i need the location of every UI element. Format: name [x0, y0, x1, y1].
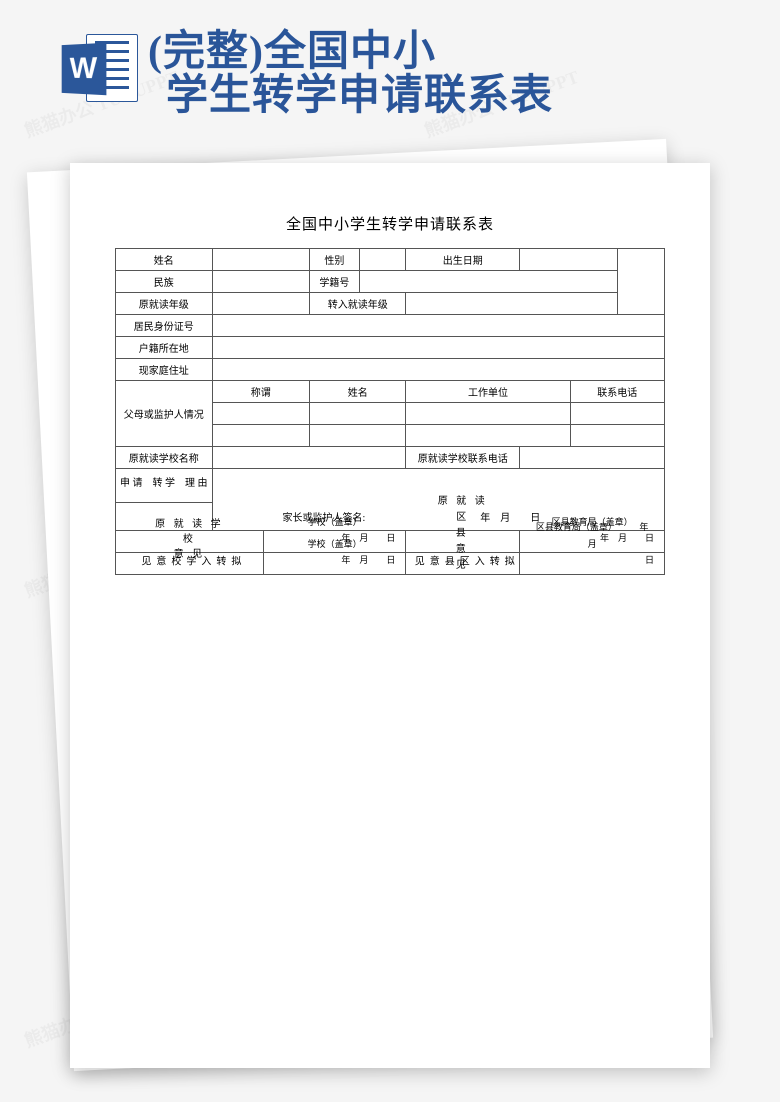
word-icon: W — [60, 30, 138, 108]
table-row: 民族 学籍号 — [116, 271, 665, 293]
stamp-school: 学校（盖章） — [274, 536, 395, 552]
field-g2-work[interactable] — [406, 425, 570, 447]
table-row: 原就读年级 转入就读年级 — [116, 293, 665, 315]
field-name[interactable] — [212, 249, 310, 271]
field-g1-name[interactable] — [310, 403, 406, 425]
field-g2-name[interactable] — [310, 425, 406, 447]
field-gender[interactable] — [359, 249, 406, 271]
field-hukou[interactable] — [212, 337, 665, 359]
label-id-no: 居民身份证号 — [116, 315, 213, 337]
table-row: 原就读学校名称 原就读学校联系电话 — [116, 447, 665, 469]
field-orig-grade[interactable] — [212, 293, 310, 315]
label-orig-school: 原就读学校名称 — [116, 447, 213, 469]
field-orig-school[interactable] — [212, 447, 406, 469]
table-row: 父母或监护人情况 称谓 姓名 工作单位 联系电话 — [116, 381, 665, 403]
label-orig-grade: 原就读年级 — [116, 293, 213, 315]
photo-box[interactable] — [617, 249, 664, 315]
field-student-no[interactable] — [359, 271, 617, 293]
label-guardian: 父母或监护人情况 — [116, 381, 213, 447]
form-title: 全国中小学生转学申请联系表 — [115, 213, 665, 234]
table-row: 户籍所在地 — [116, 337, 665, 359]
opinion-new-district[interactable]: 拟转入区县意见 — [406, 553, 520, 575]
field-g2-relation[interactable] — [212, 425, 310, 447]
label-g-work: 工作单位 — [406, 381, 570, 403]
field-ethnicity[interactable] — [212, 271, 310, 293]
op3-label: 拟转入学校意见 — [137, 555, 242, 570]
date-line: 年 月 日 — [274, 552, 395, 568]
table-row: 拟转入学校意见 学校（盖章） 年 月 日 拟转入区县意见 区县教育局（盖章） 年… — [116, 553, 665, 575]
label-g-relation: 称谓 — [212, 381, 310, 403]
word-icon-letter: W — [62, 43, 107, 95]
table-row: 居民身份证号 — [116, 315, 665, 337]
document-preview: 全国中小学生转学申请联系表 姓名 性别 出生日期 民族 学籍号 — [50, 155, 730, 1085]
field-g1-work[interactable] — [406, 403, 570, 425]
page-title: (完整)全国中小 学生转学申请联系表 — [148, 30, 553, 118]
table-row: 姓名 性别 出生日期 — [116, 249, 665, 271]
stamp-edu: 区县教育局（盖章） — [536, 522, 613, 532]
label-dob: 出生日期 — [406, 249, 520, 271]
label-hukou: 户籍所在地 — [116, 337, 213, 359]
field-id-no[interactable] — [212, 315, 665, 337]
field-orig-school-phone[interactable] — [520, 447, 665, 469]
label-orig-school-phone: 原就读学校联系电话 — [406, 447, 520, 469]
title-line-1: (完整)全国中小 — [148, 30, 553, 74]
table-row: 申 请 转 学 理 由 家长或监护人签名: 年 月 日 — [116, 469, 665, 503]
field-address[interactable] — [212, 359, 665, 381]
opinion-orig-district[interactable]: 原 就 读 区 县 意 见 — [406, 531, 520, 553]
table-row: 现家庭住址 — [116, 359, 665, 381]
field-g2-phone[interactable] — [570, 425, 664, 447]
label-gender: 性别 — [310, 249, 360, 271]
label-transfer-grade: 转入就读年级 — [310, 293, 406, 315]
label-ethnicity: 民族 — [116, 271, 213, 293]
field-g1-relation[interactable] — [212, 403, 310, 425]
header: W (完整)全国中小 学生转学申请联系表 — [60, 30, 553, 118]
opinion-new-district-body[interactable]: 区县教育局（盖章） 年 月 日 — [520, 553, 665, 575]
application-form: 姓名 性别 出生日期 民族 学籍号 原就读年级 转入就读年级 — [115, 248, 665, 575]
opinion-new-school-body[interactable]: 学校（盖章） 年 月 日 — [263, 553, 405, 575]
paper-front: 全国中小学生转学申请联系表 姓名 性别 出生日期 民族 学籍号 — [70, 163, 710, 1068]
title-line-2: 学生转学申请联系表 — [166, 74, 553, 118]
label-address: 现家庭住址 — [116, 359, 213, 381]
label-reason: 申 请 转 学 理 由 — [116, 469, 213, 503]
label-student-no: 学籍号 — [310, 271, 360, 293]
op1-label-a: 原 就 读 学 校 — [155, 519, 224, 545]
opinion-new-school[interactable]: 拟转入学校意见 — [116, 553, 264, 575]
stamp-school: 学校（盖章） — [274, 514, 395, 530]
field-dob[interactable] — [520, 249, 617, 271]
op4-label: 拟转入区县意见 — [410, 555, 515, 570]
field-transfer-grade[interactable] — [406, 293, 617, 315]
op2-b: 县 — [456, 528, 470, 539]
label-name: 姓名 — [116, 249, 213, 271]
label-g-phone: 联系电话 — [570, 381, 664, 403]
op2-a: 原 就 读 区 — [438, 496, 488, 523]
opinion-orig-school[interactable]: 原 就 读 学 校 意 见 — [116, 531, 264, 553]
label-g-name: 姓名 — [310, 381, 406, 403]
field-g1-phone[interactable] — [570, 403, 664, 425]
